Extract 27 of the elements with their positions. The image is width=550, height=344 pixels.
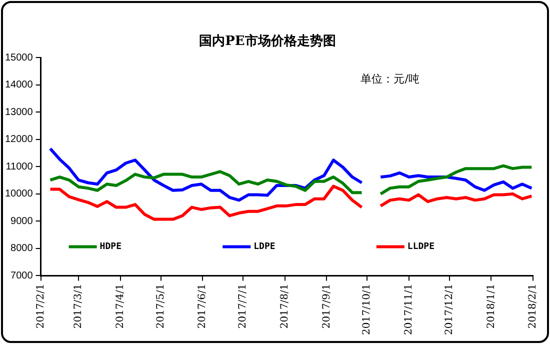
- annotation: 单位：元/吨: [360, 72, 420, 86]
- x-tick-label: 2017/6/1: [197, 284, 208, 329]
- x-tick-label: 2017/12/1: [444, 284, 455, 336]
- y-tick-label: 14000: [4, 80, 34, 91]
- y-tick-label: 9000: [10, 216, 34, 227]
- x-tick-label: 2017/5/1: [155, 284, 166, 329]
- y-tick-label: 15000: [4, 52, 34, 64]
- x-tick-label: 2017/9/1: [321, 284, 332, 329]
- x-tick-label: 2017/3/1: [73, 284, 84, 329]
- x-tick-label: 2018/2/1: [528, 284, 539, 329]
- x-tick-label: 2018/1/1: [486, 284, 497, 329]
- x-tick-label: 2017/10/1: [362, 284, 373, 336]
- legend-label: LLDPE: [407, 242, 435, 252]
- y-tick-label: 7000: [10, 270, 34, 282]
- x-tick-label: 2017/8/1: [279, 284, 290, 329]
- legend-label: LDPE: [254, 242, 276, 252]
- y-tick-label: 10000: [4, 188, 34, 200]
- legend-label: HDPE: [100, 242, 122, 252]
- y-tick-label: 11000: [6, 161, 34, 172]
- x-tick-label: 2017/4/1: [114, 284, 126, 329]
- x-tick-label: 2017/7/1: [238, 284, 249, 329]
- x-tick-label: 2017/2/1: [35, 284, 46, 329]
- y-tick-label: 13000: [4, 106, 34, 118]
- chart-title: 国内PE市场价格走势图: [199, 33, 336, 50]
- y-tick-label: 8000: [10, 243, 34, 254]
- x-tick-label: 2017/11/1: [404, 284, 415, 336]
- y-tick-label: 12000: [4, 134, 34, 146]
